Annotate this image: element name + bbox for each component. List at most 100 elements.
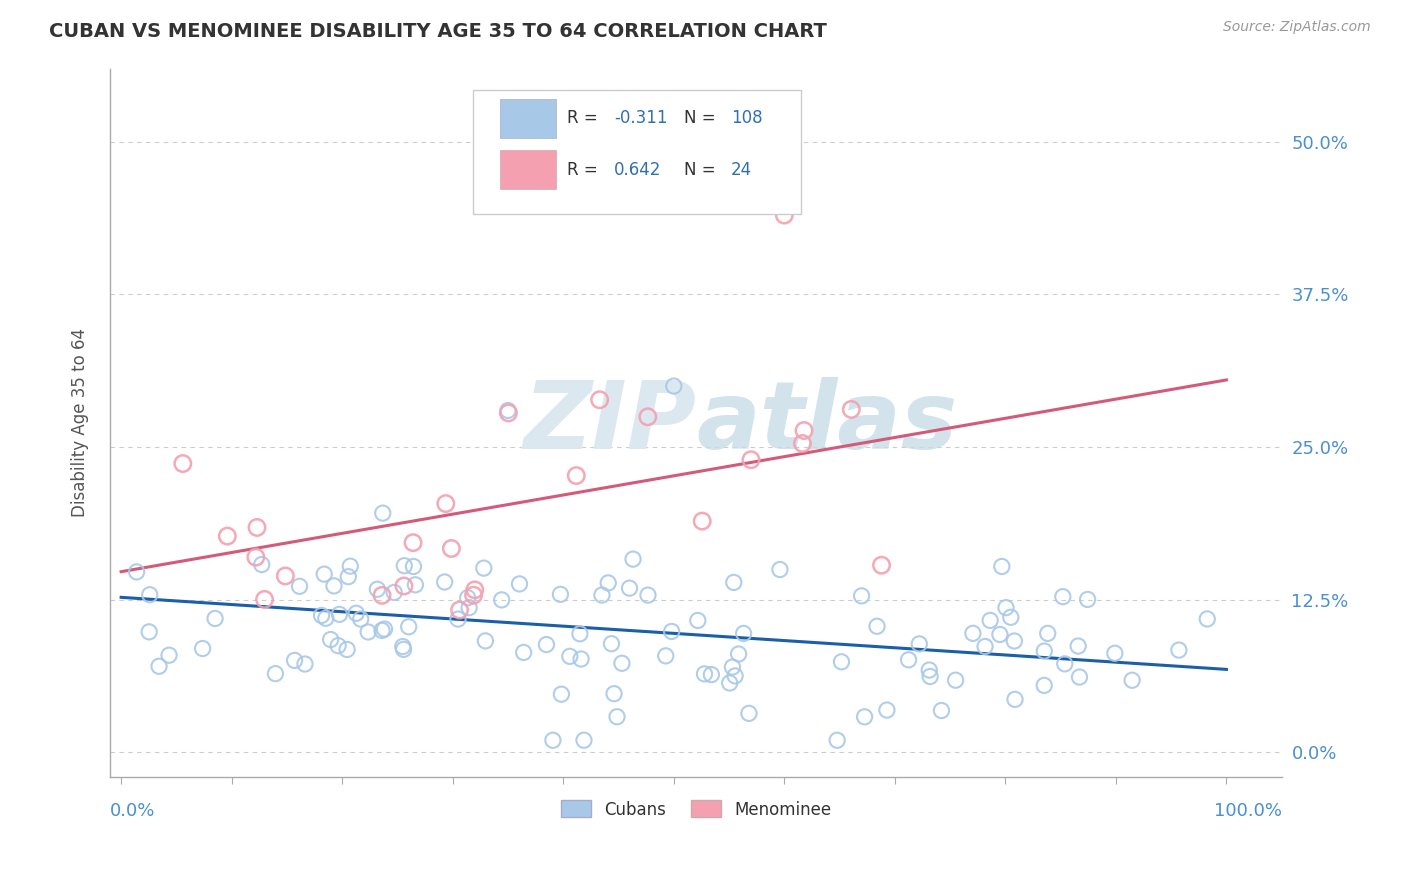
Point <box>991 559 1014 574</box>
Point <box>825 733 848 747</box>
Point <box>496 403 519 417</box>
Point <box>391 640 413 654</box>
Point <box>773 208 796 222</box>
Point <box>733 626 755 640</box>
Point <box>920 669 942 683</box>
Text: ZIP: ZIP <box>523 376 696 468</box>
Point <box>392 579 415 593</box>
Point <box>1077 592 1099 607</box>
Point <box>1197 612 1219 626</box>
Point <box>350 612 373 626</box>
Point <box>1069 670 1091 684</box>
Point <box>371 624 394 638</box>
Point <box>637 409 659 424</box>
Point <box>274 569 297 583</box>
Point <box>558 649 581 664</box>
Point <box>724 669 747 683</box>
Point <box>491 593 513 607</box>
Point <box>314 567 336 582</box>
Point <box>336 642 359 657</box>
Point <box>138 624 160 639</box>
Point <box>463 588 485 602</box>
Point <box>851 589 873 603</box>
Point <box>449 603 471 617</box>
Point <box>294 657 316 671</box>
Point <box>598 575 620 590</box>
Point <box>876 703 898 717</box>
Point <box>550 587 572 601</box>
Point <box>402 535 425 549</box>
Point <box>568 627 591 641</box>
Point <box>323 579 346 593</box>
Point <box>979 614 1001 628</box>
Text: -0.311: -0.311 <box>614 109 668 128</box>
Point <box>148 659 170 673</box>
Text: Source: ZipAtlas.com: Source: ZipAtlas.com <box>1223 20 1371 34</box>
Point <box>661 624 683 639</box>
Point <box>319 632 342 647</box>
Point <box>1121 673 1143 688</box>
Point <box>125 565 148 579</box>
Point <box>619 581 641 595</box>
Y-axis label: Disability Age 35 to 64: Disability Age 35 to 64 <box>72 328 89 517</box>
Point <box>541 733 564 747</box>
Point <box>1033 644 1056 658</box>
Point <box>250 558 273 572</box>
Point <box>637 588 659 602</box>
Point <box>434 497 457 511</box>
Text: N =: N = <box>685 161 721 178</box>
Point <box>662 379 685 393</box>
Point <box>253 592 276 607</box>
Point <box>600 637 623 651</box>
Point <box>172 457 194 471</box>
Point <box>366 582 388 597</box>
Point <box>536 638 558 652</box>
Point <box>371 506 394 520</box>
Text: 0.0%: 0.0% <box>110 802 156 820</box>
Point <box>217 529 239 543</box>
Text: 24: 24 <box>731 161 752 178</box>
Point <box>1000 610 1022 624</box>
Point <box>344 607 367 621</box>
Point <box>382 585 405 599</box>
Point <box>264 666 287 681</box>
Point <box>447 612 470 626</box>
Point <box>603 687 626 701</box>
Point <box>328 607 350 622</box>
Point <box>995 600 1018 615</box>
Point <box>288 579 311 593</box>
Point <box>853 710 876 724</box>
Text: CUBAN VS MENOMINEE DISABILITY AGE 35 TO 64 CORRELATION CHART: CUBAN VS MENOMINEE DISABILITY AGE 35 TO … <box>49 22 827 41</box>
Point <box>591 588 613 602</box>
Point <box>718 676 741 690</box>
Point <box>723 575 745 590</box>
Text: atlas: atlas <box>696 376 957 468</box>
Point <box>931 704 953 718</box>
Point <box>440 541 463 556</box>
Point <box>464 582 486 597</box>
Text: R =: R = <box>567 161 603 178</box>
Point <box>373 622 395 636</box>
Text: 0.642: 0.642 <box>614 161 661 178</box>
Point <box>246 520 269 534</box>
Point <box>1002 634 1025 648</box>
Point <box>398 620 420 634</box>
Point <box>610 657 633 671</box>
Point <box>472 561 495 575</box>
Text: 100.0%: 100.0% <box>1213 802 1282 820</box>
Point <box>721 660 744 674</box>
Point <box>1036 626 1059 640</box>
Point <box>1052 590 1074 604</box>
Point <box>974 640 997 654</box>
Point <box>897 653 920 667</box>
Point <box>621 552 644 566</box>
Point <box>371 588 394 602</box>
Point <box>700 667 723 681</box>
Point <box>1033 678 1056 692</box>
Point <box>404 578 426 592</box>
FancyBboxPatch shape <box>474 90 801 214</box>
Point <box>433 574 456 589</box>
Point <box>284 653 307 667</box>
Point <box>1067 639 1090 653</box>
Point <box>792 436 814 450</box>
